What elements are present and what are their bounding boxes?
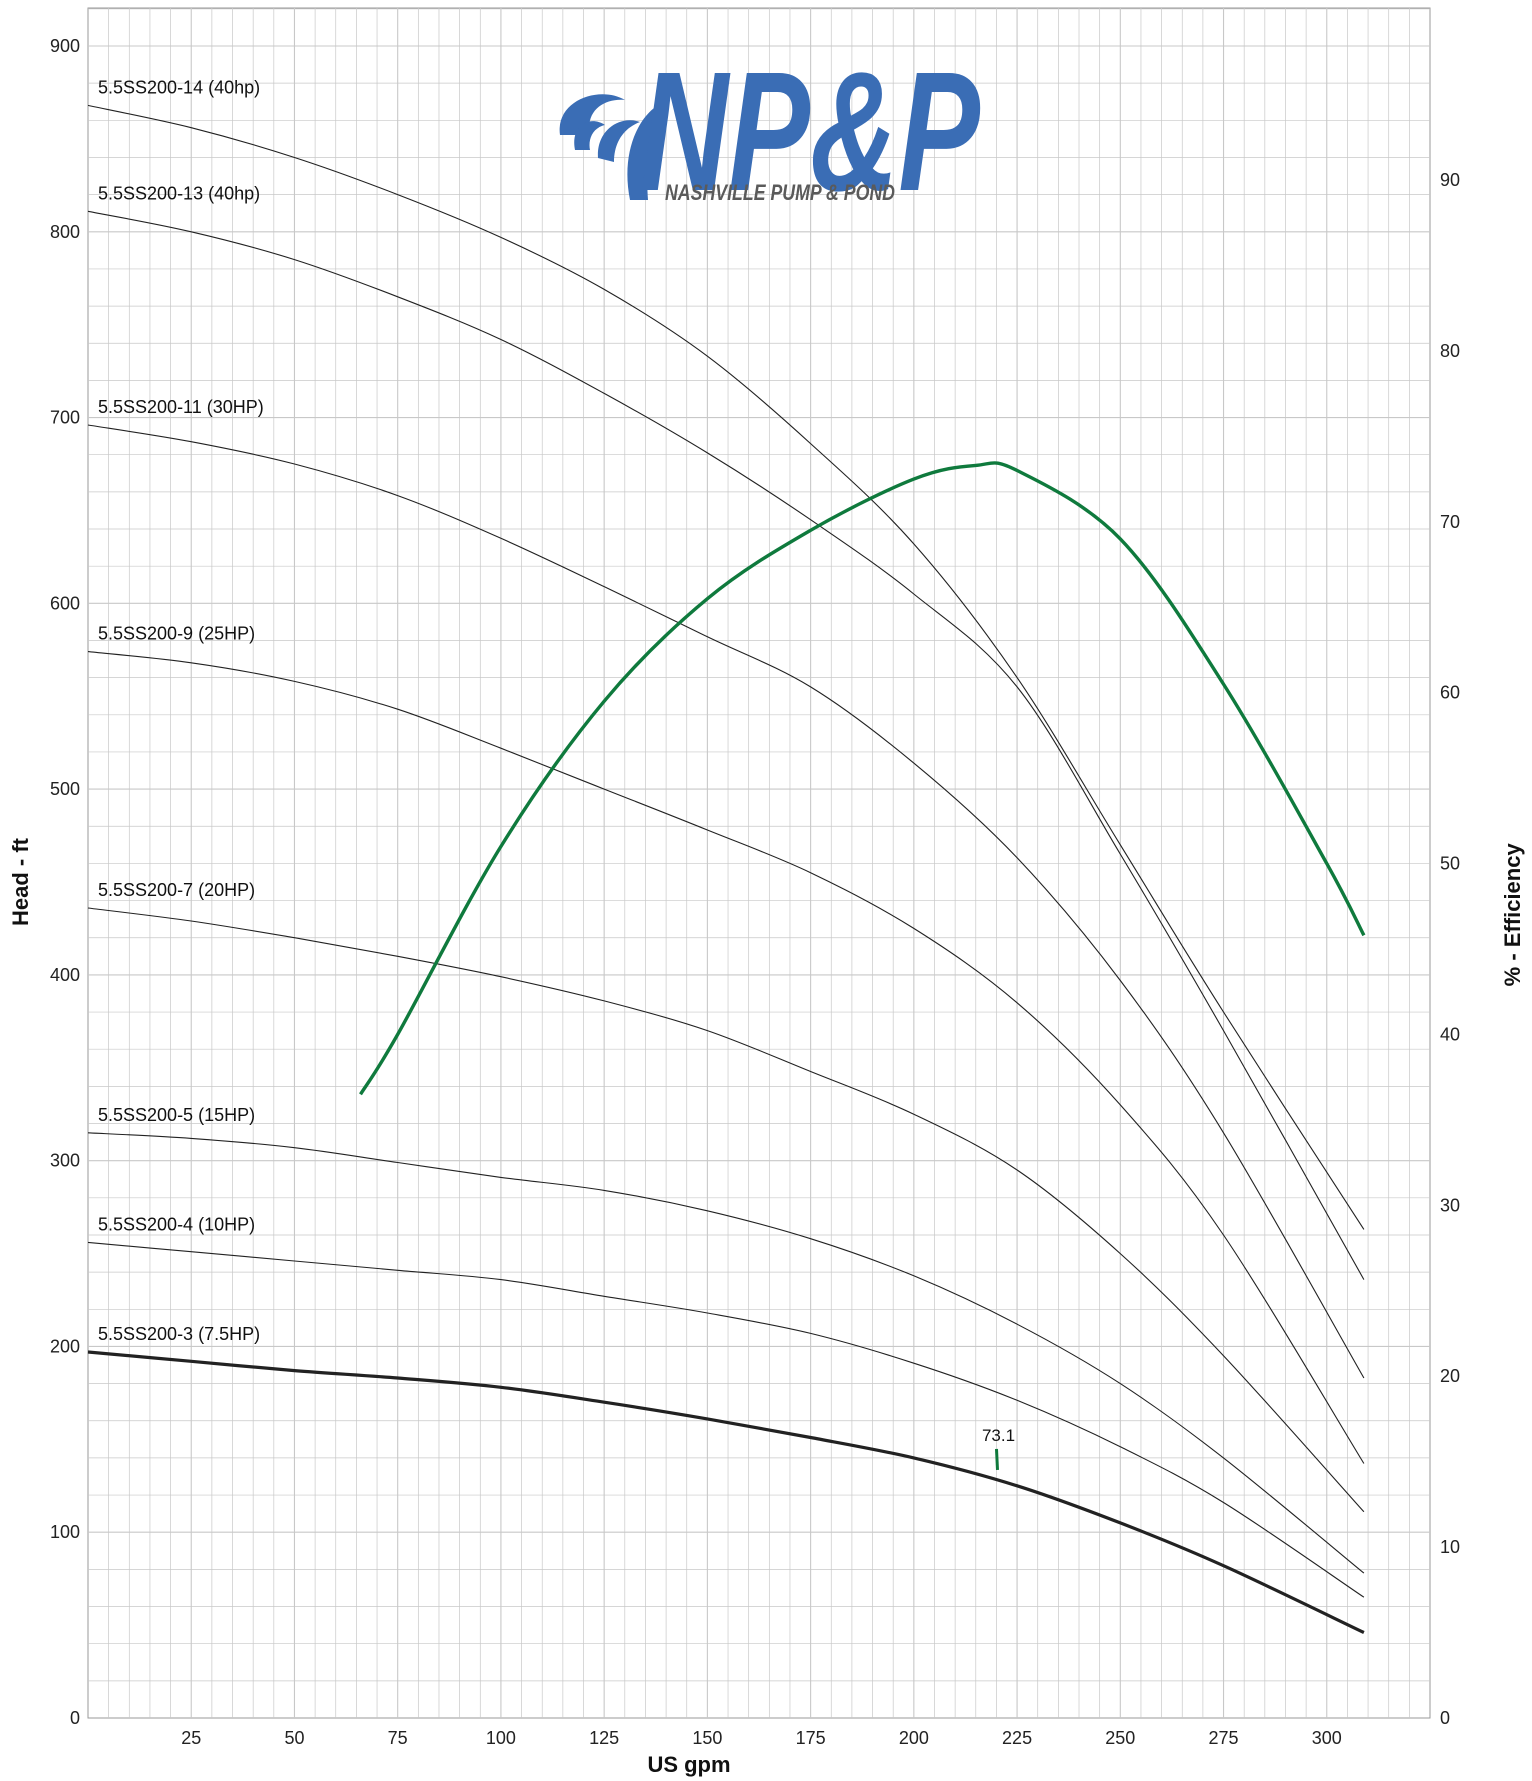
head-curves [87, 104, 1365, 1634]
y-tick-label: 300 [50, 1151, 80, 1171]
x-tick-label: 125 [589, 1728, 619, 1748]
head-curve-0 [87, 104, 1365, 1230]
head-curve-5 [87, 1132, 1365, 1574]
y2-tick-label: 50 [1440, 854, 1460, 874]
logo-mark: NP&P [640, 37, 980, 227]
y2-tick-label: 80 [1440, 341, 1460, 361]
y-axis-title: Head - ft [8, 837, 33, 926]
x-tick-label: 50 [284, 1728, 304, 1748]
efficiency-curve [359, 461, 1366, 1096]
curve-label-6: 5.5SS200-4 (10HP) [98, 1214, 255, 1234]
curve-label-7: 5.5SS200-3 (7.5HP) [98, 1324, 260, 1344]
y2-tick-label: 20 [1440, 1366, 1460, 1386]
x-tick-label: 175 [796, 1728, 826, 1748]
y-tick-label: 200 [50, 1336, 80, 1356]
y-tick-label: 500 [50, 779, 80, 799]
x-tick-label: 200 [899, 1728, 929, 1748]
head-curve-6 [87, 1241, 1365, 1598]
logo-tagline: NASHVILLE PUMP & POND [665, 180, 895, 205]
y-tick-label: 900 [50, 36, 80, 56]
nashville-pump-pond-logo: NP&P NASHVILLE PUMP & POND [559, 37, 980, 227]
head-curve-7 [87, 1350, 1365, 1634]
x-tick-label: 25 [181, 1728, 201, 1748]
y-tick-label: 800 [50, 222, 80, 242]
annotation-label-0: 73.1 [982, 1426, 1015, 1445]
annotation-marker-0 [994, 1448, 999, 1470]
x-tick-label: 300 [1312, 1728, 1342, 1748]
grid [87, 7, 1431, 1719]
head-curve-3 [87, 651, 1365, 1464]
y2-tick-label: 90 [1440, 170, 1460, 190]
annotations: 73.1 [982, 1426, 1015, 1470]
y2-tick-label: 30 [1440, 1195, 1460, 1215]
y2-tick-label: 70 [1440, 512, 1460, 532]
x-tick-label: 250 [1105, 1728, 1135, 1748]
y2-tick-label: 40 [1440, 1024, 1460, 1044]
x-tick-label: 75 [388, 1728, 408, 1748]
x-axis-title: US gpm [647, 1752, 730, 1777]
x-tick-label: 225 [1002, 1728, 1032, 1748]
curve-label-5: 5.5SS200-5 (15HP) [98, 1105, 255, 1125]
x-tick-label: 275 [1209, 1728, 1239, 1748]
head-curve-1 [87, 210, 1365, 1280]
y-tick-label: 0 [70, 1708, 80, 1728]
curve-label-3: 5.5SS200-9 (25HP) [98, 624, 255, 644]
y2-axis-title: % - Efficiency [1500, 843, 1525, 987]
y2-tick-label: 10 [1440, 1537, 1460, 1557]
plot-area [87, 7, 1431, 1719]
water-drop-icon [574, 121, 605, 150]
y-tick-label: 100 [50, 1522, 80, 1542]
x-tick-label: 150 [692, 1728, 722, 1748]
x-tick-label: 100 [486, 1728, 516, 1748]
efficiency-curve-group [359, 461, 1366, 1096]
curve-label-1: 5.5SS200-13 (40hp) [98, 183, 260, 203]
water-arc-icon [597, 120, 640, 162]
y2-tick-label: 60 [1440, 683, 1460, 703]
y-tick-label: 600 [50, 593, 80, 613]
curve-label-0: 5.5SS200-14 (40hp) [98, 77, 260, 97]
head-curve-4 [87, 907, 1365, 1513]
y2-tick-label: 0 [1440, 1708, 1450, 1728]
head-curve-2 [87, 424, 1365, 1379]
curve-label-4: 5.5SS200-7 (20HP) [98, 880, 255, 900]
curve-labels: 5.5SS200-14 (40hp) 5.5SS200-13 (40hp) 5.5S… [98, 77, 264, 1344]
water-arc-2-icon [627, 100, 668, 200]
water-splash-icon [559, 94, 625, 135]
y-tick-label: 700 [50, 408, 80, 428]
curve-label-2: 5.5SS200-11 (30HP) [98, 397, 264, 417]
y-tick-label: 400 [50, 965, 80, 985]
